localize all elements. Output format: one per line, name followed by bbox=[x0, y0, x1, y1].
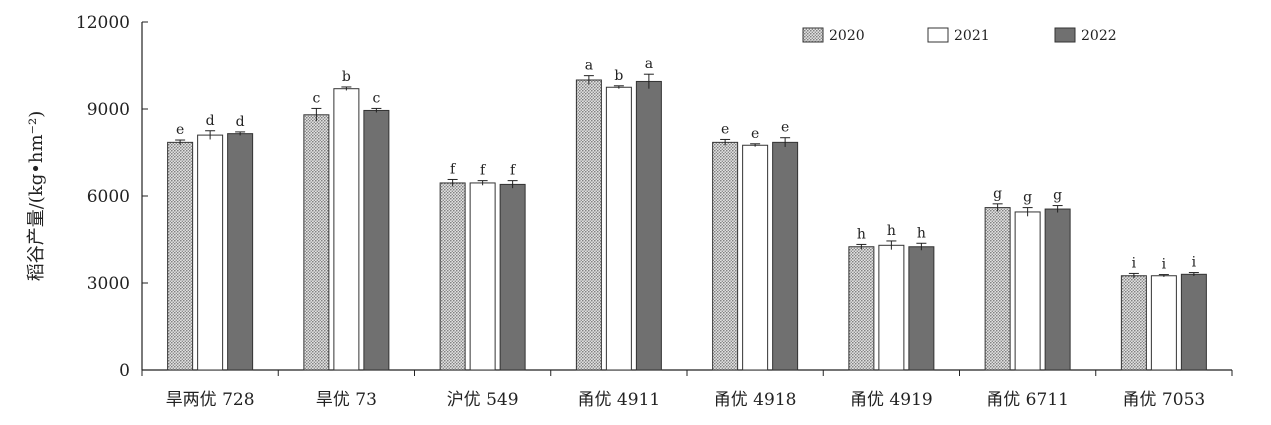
bar-2022 bbox=[1044, 208, 1071, 371]
y-tick-label: 3000 bbox=[87, 274, 130, 294]
y-axis-label: 稻谷产量/(kg•hm⁻²) bbox=[26, 111, 47, 282]
significance-label: c bbox=[312, 90, 320, 106]
significance-label: h bbox=[887, 223, 896, 239]
significance-label: h bbox=[917, 225, 926, 241]
x-tick-label: 甬优 6711 bbox=[986, 390, 1069, 410]
significance-label: f bbox=[480, 163, 487, 179]
significance-label: i bbox=[1192, 255, 1197, 271]
bar-2020 bbox=[575, 79, 602, 371]
bar-2021 bbox=[605, 86, 632, 371]
bar-2021 bbox=[1014, 211, 1041, 371]
significance-label: e bbox=[781, 120, 789, 136]
x-tick-label: 甬优 7053 bbox=[1123, 390, 1206, 410]
significance-label: f bbox=[510, 163, 517, 179]
significance-label: i bbox=[1132, 255, 1137, 271]
bar-2022 bbox=[772, 141, 799, 371]
significance-label: b bbox=[342, 69, 351, 85]
bar-2022 bbox=[908, 246, 935, 371]
significance-label: g bbox=[1023, 190, 1032, 206]
bar-2022 bbox=[1180, 273, 1207, 371]
significance-label: h bbox=[857, 226, 866, 242]
significance-label: e bbox=[721, 121, 729, 137]
significance-label: a bbox=[585, 58, 593, 74]
bar-2022 bbox=[363, 109, 390, 371]
bar-2022 bbox=[227, 133, 254, 371]
legend-label-2020: 2020 bbox=[829, 28, 865, 44]
significance-label: i bbox=[1162, 257, 1167, 273]
bar-2020 bbox=[712, 141, 739, 371]
bar-2022 bbox=[499, 183, 526, 371]
significance-label: d bbox=[206, 113, 215, 129]
legend-label-2022: 2022 bbox=[1081, 28, 1117, 44]
bars bbox=[167, 73, 1207, 371]
bar-2020 bbox=[1120, 275, 1147, 371]
legend-swatch-2020 bbox=[802, 27, 824, 43]
bar-2020 bbox=[848, 246, 875, 371]
significance-label: e bbox=[176, 122, 184, 138]
bar-2021 bbox=[742, 144, 769, 371]
significance-label: g bbox=[993, 186, 1002, 202]
bar-2021 bbox=[1150, 275, 1177, 371]
x-tick-label: 旱优 73 bbox=[316, 390, 377, 410]
significance-label: b bbox=[614, 68, 623, 84]
bar-2020 bbox=[167, 141, 194, 371]
y-tick-label: 0 bbox=[119, 361, 130, 381]
y-tick-label: 6000 bbox=[87, 187, 130, 207]
significance-label: a bbox=[645, 56, 653, 72]
x-tick-label: 甬优 4918 bbox=[714, 390, 797, 410]
bar-2020 bbox=[439, 182, 466, 371]
bar-2021 bbox=[197, 134, 224, 371]
bar-2022 bbox=[635, 80, 662, 371]
x-tick-label: 甬优 4919 bbox=[850, 390, 933, 410]
bar-2021 bbox=[333, 88, 360, 371]
significance-label: e bbox=[751, 126, 759, 142]
y-tick-label: 12000 bbox=[76, 13, 130, 33]
bar-2020 bbox=[303, 114, 330, 371]
bar-2020 bbox=[984, 207, 1011, 371]
legend-swatch-2021 bbox=[927, 27, 949, 43]
x-tick-label: 甬优 4911 bbox=[578, 390, 661, 410]
significance-label: g bbox=[1053, 188, 1062, 204]
y-tick-label: 9000 bbox=[87, 100, 130, 120]
significance-label: c bbox=[372, 90, 380, 106]
bar-2021 bbox=[469, 182, 496, 371]
labels: e c f a e h g i d b f b e h g i d c f a e h g i bbox=[176, 56, 1197, 272]
axes: 0 3000 6000 9000 12000 旱两优 728 旱优 73 沪优 549 甬优 4… bbox=[76, 13, 1233, 410]
significance-label: f bbox=[450, 161, 457, 177]
legend-label-2021: 2021 bbox=[954, 28, 990, 44]
bar-2021 bbox=[878, 244, 905, 371]
legend-swatch-2022 bbox=[1054, 27, 1076, 43]
significance-label: d bbox=[236, 114, 245, 130]
x-tick-label: 沪优 549 bbox=[447, 390, 519, 410]
x-tick-label: 旱两优 728 bbox=[166, 390, 255, 410]
legend: 2020 2021 2022 bbox=[802, 27, 1117, 44]
